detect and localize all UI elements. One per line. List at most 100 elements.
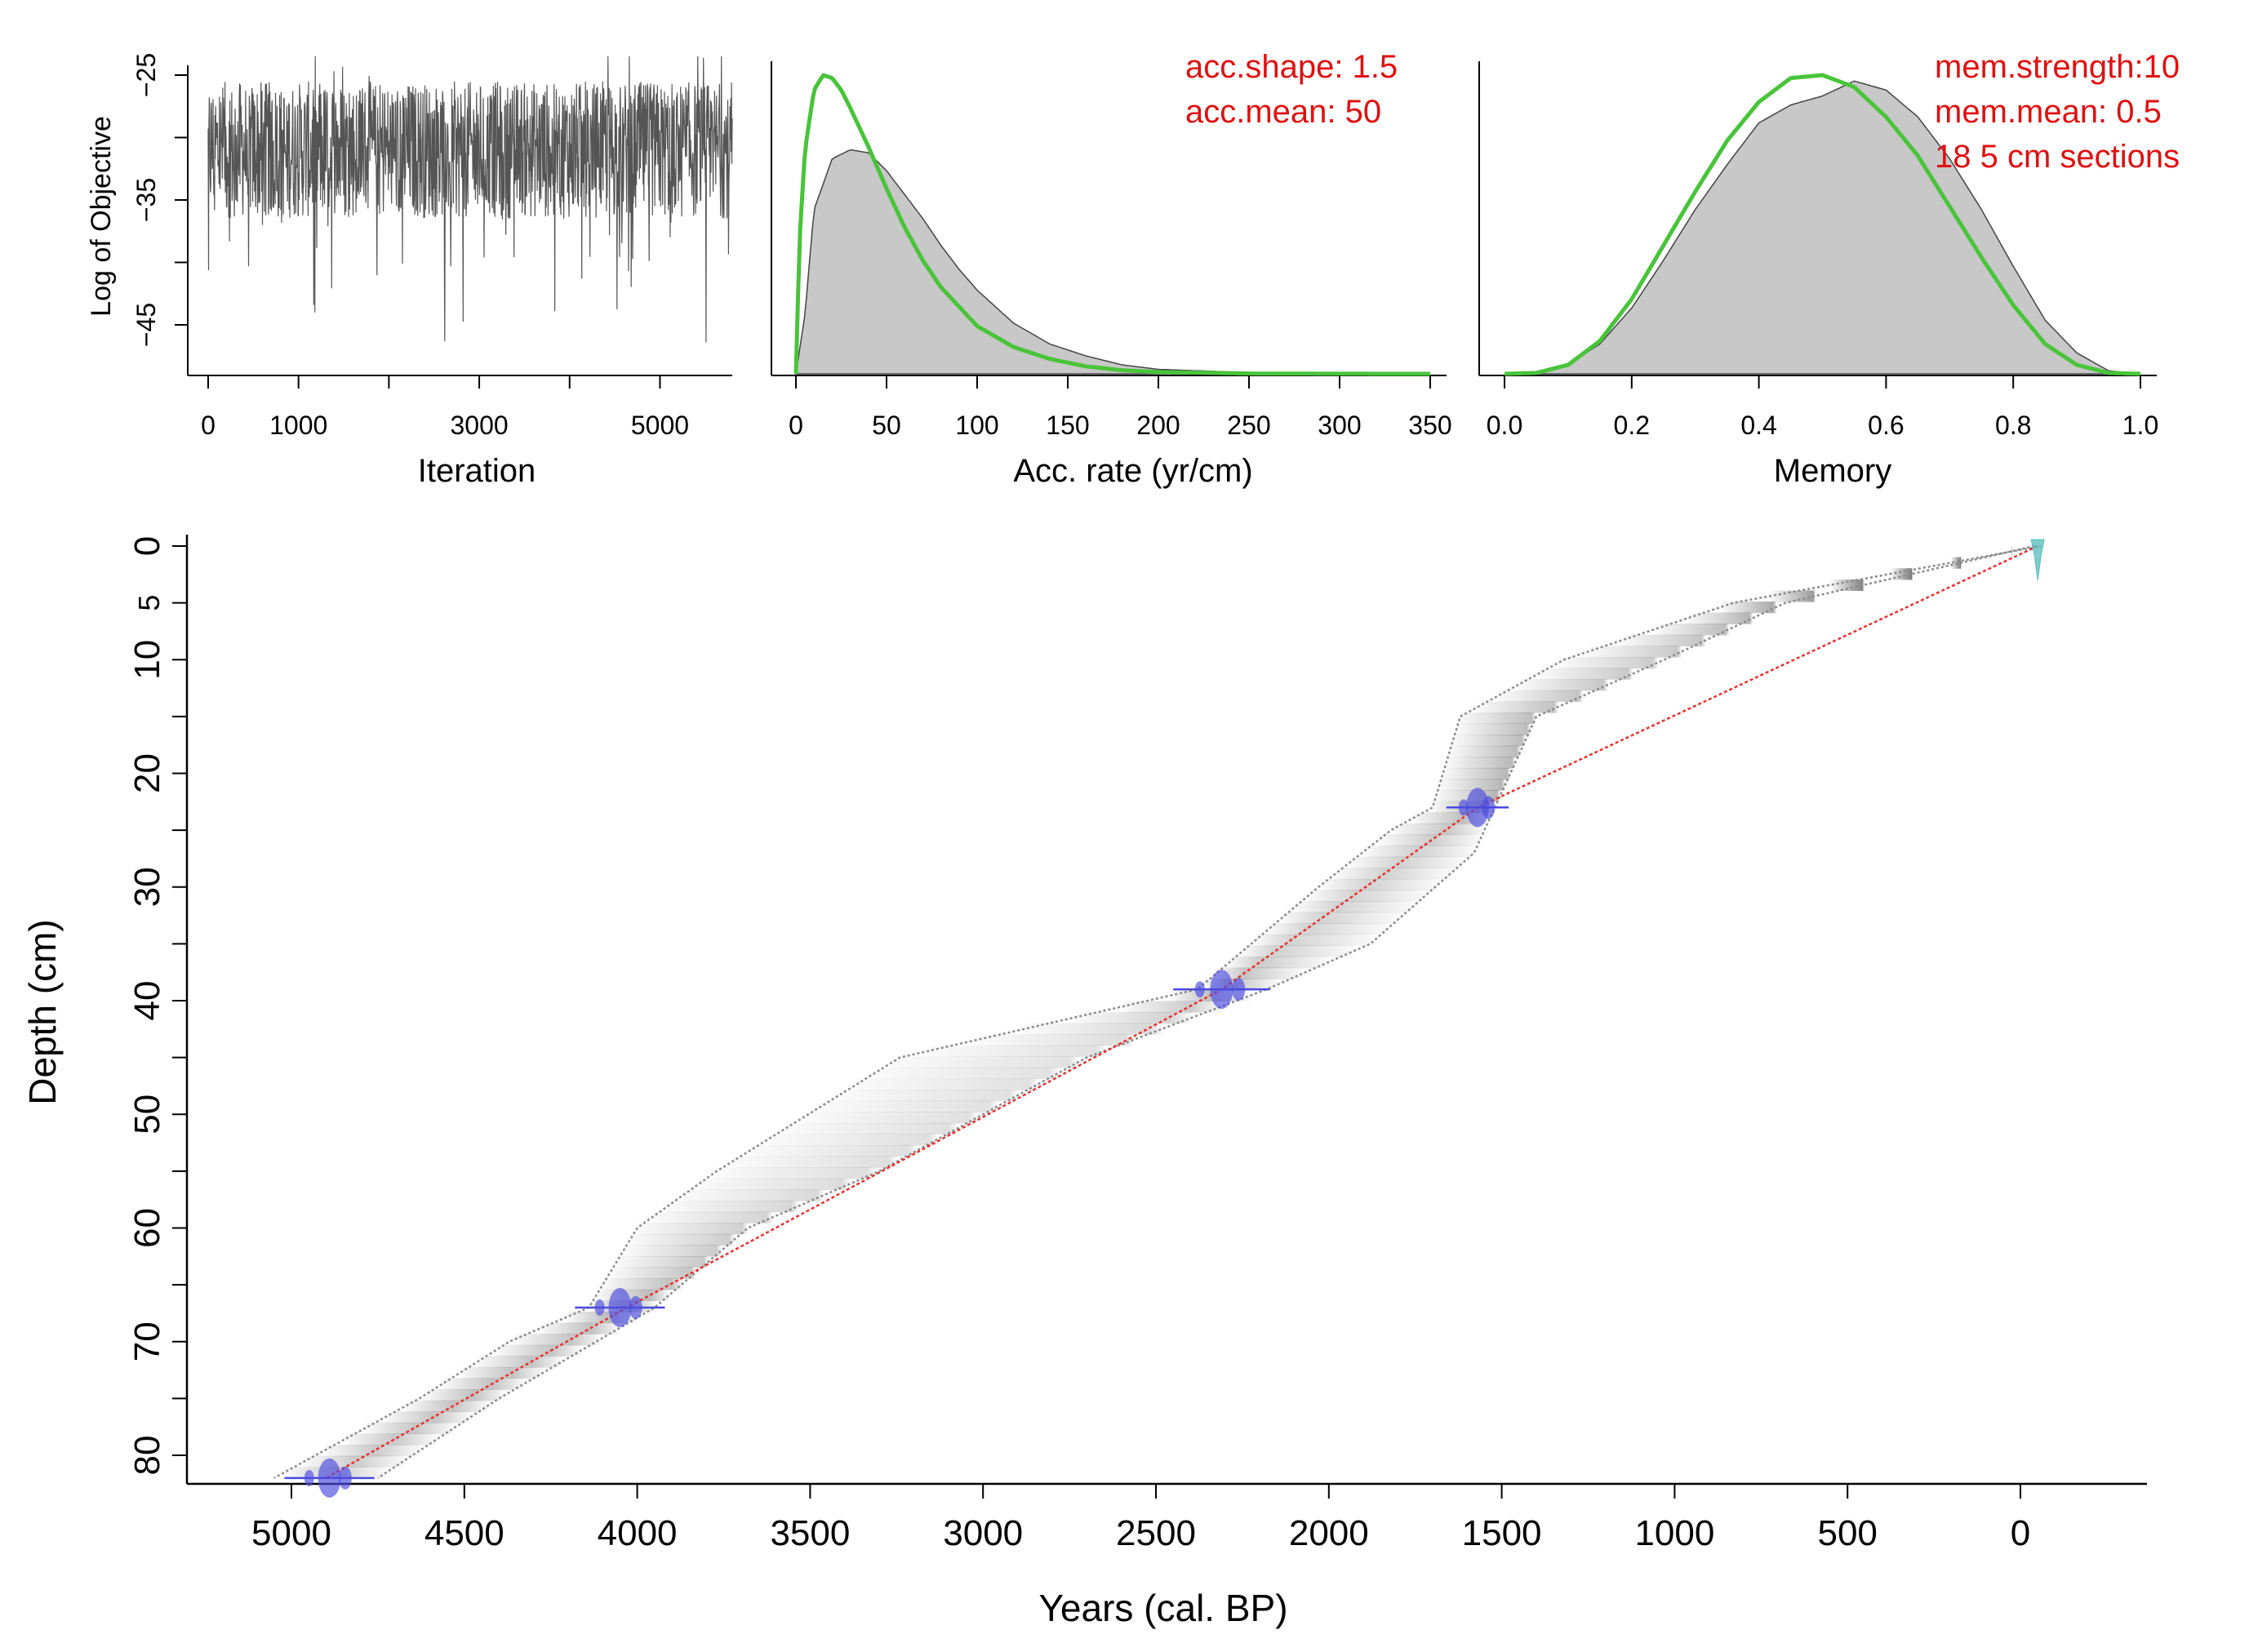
panel-acc-rate: 0 50 100 150 200 250 300 350 (771, 61, 1452, 440)
envelope-strip (540, 1322, 620, 1334)
depth-y-tick-label: 30 (127, 867, 167, 907)
envelope-strip (874, 1067, 1059, 1080)
envelope-strip (1588, 646, 1682, 658)
acc-rate-x-label: Acc. rate (yr/cm) (1013, 453, 1252, 489)
trace-y-label: Log of Objective (86, 116, 117, 317)
age-x-tick-label: 4500 (424, 1513, 504, 1553)
date-peak (1210, 970, 1233, 1010)
envelope-strip (1446, 757, 1516, 769)
envelope-strip (495, 1344, 581, 1357)
envelope-strip (1349, 856, 1464, 868)
depth-y-tick-label: 60 (127, 1208, 167, 1248)
memory-x-tick-label: 1.0 (2122, 411, 2158, 440)
date-peak (629, 1295, 642, 1319)
date-distribution (284, 1458, 375, 1498)
memory-prior-line (1504, 73, 2141, 376)
envelope-strip (1025, 1023, 1163, 1035)
envelope-strip (1322, 878, 1438, 890)
trace-x-tick-label: 1000 (269, 411, 327, 440)
mem-strength-annotation: mem.strength:10 (1935, 49, 2180, 85)
envelope-strip (1452, 735, 1526, 747)
depth-y-tick-label: 50 (127, 1095, 167, 1135)
trace-x-tick-label: 3000 (450, 411, 508, 440)
acc-rate-x-tick-label: 200 (1136, 411, 1180, 440)
envelope-strip (1442, 767, 1511, 780)
envelope-strip (838, 1090, 1018, 1102)
envelope-strip (1393, 823, 1486, 836)
envelope-strip (385, 1411, 471, 1423)
age-depth-y-label: Depth (cm) (21, 919, 64, 1104)
envelope-strip (856, 1078, 1038, 1090)
date-peak (318, 1458, 341, 1498)
envelope-strip (1378, 834, 1480, 846)
envelope-strip (1687, 612, 1753, 624)
envelope-strip (667, 1201, 798, 1213)
envelope-strip (785, 1122, 958, 1135)
envelope-strip (1336, 868, 1451, 880)
panel-age-depth: 5000 4500 4000 3500 3000 2500 2000 1500 1000 500 0… (127, 535, 2147, 1553)
envelope-strip (324, 1445, 420, 1457)
age-x-tick-label: 3500 (770, 1513, 850, 1553)
envelope-strip (1439, 779, 1505, 791)
memory-x-tick-label: 0.4 (1740, 411, 1776, 440)
acc-rate-x-tick-label: 250 (1227, 411, 1270, 440)
age-x-tick-label: 1500 (1462, 1513, 1542, 1553)
depth-y-tick-label: 0 (127, 536, 167, 556)
acc-mean-annotation: acc.mean: 50 (1185, 94, 1381, 130)
trace-y-tick-label: −35 (131, 178, 161, 222)
envelope-strip (1364, 846, 1475, 858)
memory-x-tick-label: 0.0 (1487, 411, 1522, 440)
date-peak (1465, 788, 1489, 828)
depth-y-tick-label: 10 (127, 640, 167, 680)
date-distribution (575, 1287, 665, 1327)
age-x-tick-label: 3000 (943, 1513, 1023, 1553)
envelope-strip (406, 1400, 488, 1412)
date-peak (304, 1469, 314, 1486)
envelope-strip (1282, 912, 1401, 924)
acc-rate-prior-line (793, 73, 1430, 376)
envelope-strip (821, 1100, 998, 1112)
envelope-strip (1655, 624, 1730, 636)
depth-y-tick-label: 20 (127, 753, 167, 793)
envelope-strip (610, 1267, 696, 1279)
trace-x-tick-label: 0 (201, 411, 216, 440)
acc-rate-x-tick-label: 150 (1046, 411, 1089, 440)
envelope-strip (1073, 1011, 1193, 1024)
envelope-strip (365, 1422, 454, 1435)
depth-y-tick-label: 40 (127, 981, 167, 1021)
envelope-strip (1229, 956, 1329, 969)
envelope-strip (928, 1045, 1104, 1057)
trace-y-tick-label: −45 (131, 303, 161, 347)
envelope-strip (1518, 679, 1608, 691)
envelope-strip (803, 1112, 978, 1124)
envelope-strip (767, 1134, 937, 1146)
acc-rate-x-tick-label: 50 (872, 411, 901, 440)
trace-x-label: Iteration (418, 453, 536, 489)
date-distribution (2030, 539, 2045, 581)
envelope-strip (682, 1189, 824, 1201)
modern-date-shape (2030, 539, 2045, 581)
trace-y-tick-label: −25 (131, 53, 161, 97)
date-peak (1232, 978, 1246, 1001)
envelope-strip (731, 1156, 896, 1168)
age-x-tick-label: 5000 (251, 1513, 331, 1553)
age-x-tick-label: 2000 (1289, 1513, 1369, 1553)
envelope-strip (616, 1255, 709, 1268)
envelope-strip (460, 1366, 544, 1379)
ci-old-line (273, 544, 2042, 1479)
panel-iteration-trace: 0 1000 3000 5000 −25 −35 −45 (131, 53, 733, 440)
envelope-strip (1538, 668, 1633, 680)
envelope-strip (637, 1223, 748, 1235)
acc-rate-x-tick-label: 100 (955, 411, 998, 440)
acc-shape-annotation: acc.shape: 1.5 (1185, 49, 1398, 85)
envelope-strip (1621, 634, 1706, 646)
envelope-strip (1449, 745, 1521, 757)
date-distribution (1446, 788, 1509, 828)
envelope-strip (698, 1178, 850, 1191)
acc-rate-x-tick-label: 350 (1408, 411, 1451, 440)
trace-line (207, 56, 733, 343)
envelope-strip (1830, 579, 1865, 591)
panel-memory: 0.0 0.2 0.4 0.6 0.8 1.0 (1478, 61, 2158, 440)
ci-young-line (377, 544, 2035, 1479)
